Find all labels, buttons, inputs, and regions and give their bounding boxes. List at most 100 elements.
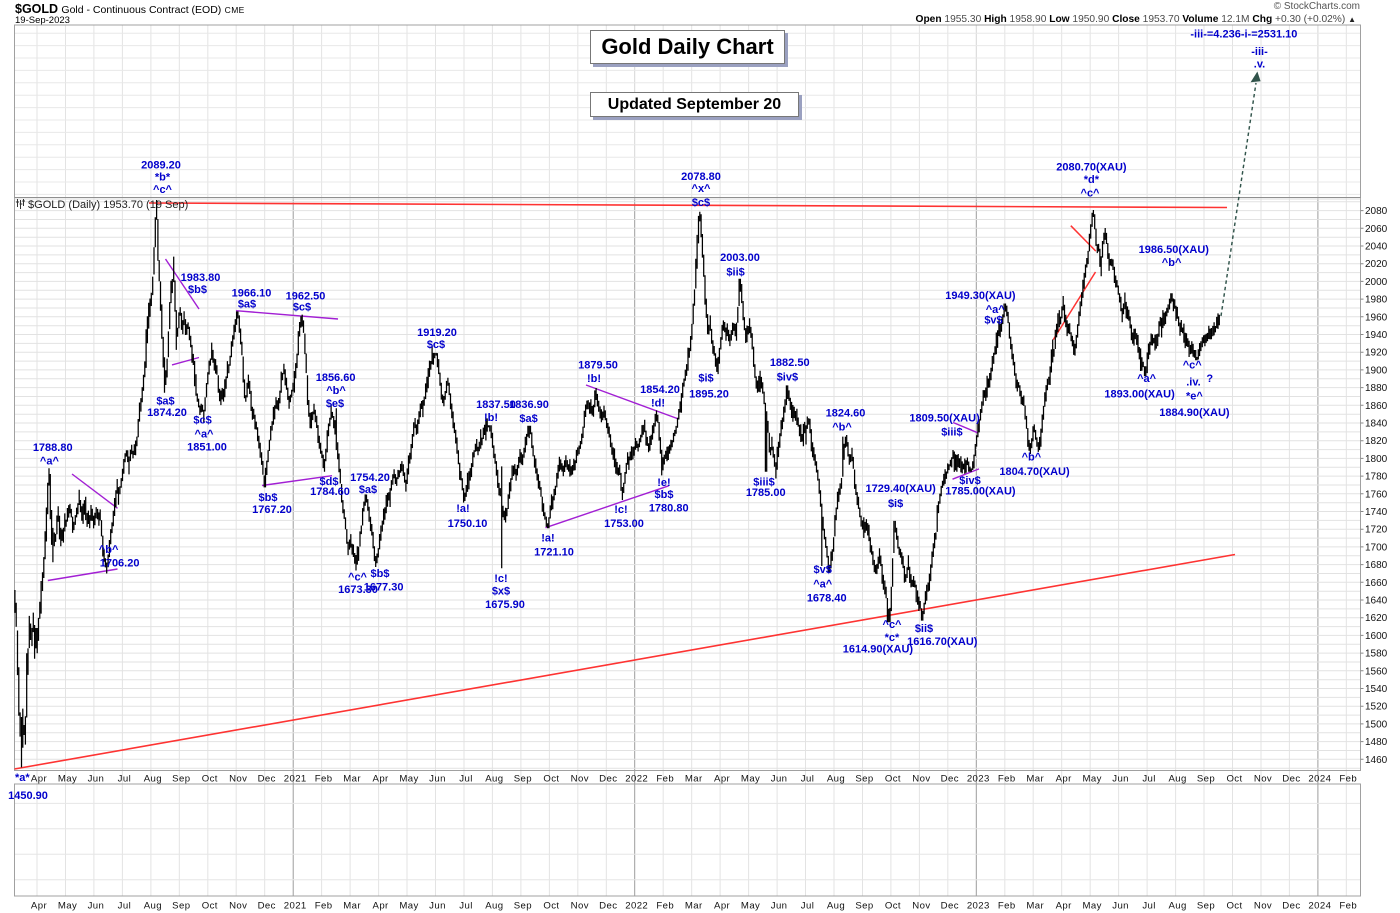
svg-text:1785.00: 1785.00	[746, 487, 786, 499]
svg-text:$b$: $b$	[655, 489, 674, 501]
svg-text:Mar: Mar	[1026, 774, 1044, 785]
svg-text:1620: 1620	[1365, 613, 1388, 624]
svg-text:2021: 2021	[284, 774, 307, 785]
svg-text:$a$: $a$	[156, 396, 174, 408]
svg-text:$c$: $c$	[427, 339, 445, 351]
svg-text:Aug: Aug	[485, 901, 503, 912]
svg-text:1767.20: 1767.20	[252, 504, 292, 516]
svg-text:May: May	[58, 774, 77, 785]
svg-text:Sep: Sep	[514, 774, 532, 785]
svg-text:$v$: $v$	[984, 315, 1002, 327]
svg-text:Sep: Sep	[514, 901, 532, 912]
svg-text:Aug: Aug	[1168, 901, 1186, 912]
svg-text:Feb: Feb	[656, 774, 674, 785]
svg-text:1880: 1880	[1365, 383, 1388, 394]
svg-text:Dec: Dec	[941, 901, 959, 912]
svg-text:Sep: Sep	[1197, 774, 1215, 785]
svg-text:1721.10: 1721.10	[534, 547, 574, 559]
svg-text:1520: 1520	[1365, 702, 1388, 713]
svg-text:Oct: Oct	[885, 901, 901, 912]
svg-text:Jun: Jun	[1112, 901, 1129, 912]
svg-text:Dec: Dec	[258, 774, 276, 785]
svg-text:Feb: Feb	[656, 901, 674, 912]
svg-text:Oct: Oct	[202, 774, 218, 785]
svg-text:1854.20: 1854.20	[640, 384, 680, 396]
svg-text:May: May	[399, 774, 418, 785]
svg-text:Nov: Nov	[571, 901, 589, 912]
svg-text:Oct: Oct	[1226, 774, 1242, 785]
svg-text:1962.50: 1962.50	[286, 291, 326, 303]
svg-text:Jul: Jul	[801, 901, 814, 912]
svg-text:1754.20: 1754.20	[350, 472, 390, 484]
svg-text:1460: 1460	[1365, 755, 1388, 766]
svg-text:!b!: !b!	[587, 373, 601, 385]
svg-text:1919.20: 1919.20	[417, 327, 457, 339]
svg-text:1677.30: 1677.30	[364, 582, 404, 594]
svg-text:1740: 1740	[1365, 507, 1388, 518]
svg-text:1600: 1600	[1365, 631, 1388, 642]
svg-text:$b$: $b$	[371, 568, 390, 580]
svg-text:Feb: Feb	[1339, 901, 1357, 912]
svg-text:2021: 2021	[284, 901, 307, 912]
svg-text:2060: 2060	[1365, 224, 1388, 235]
svg-text:!a!: !a!	[541, 533, 554, 545]
svg-text:Jul: Jul	[459, 901, 472, 912]
svg-text:!b!: !b!	[484, 412, 498, 424]
svg-text:$b$: $b$	[188, 284, 207, 296]
svg-text:1680: 1680	[1365, 560, 1388, 571]
svg-text:1840: 1840	[1365, 419, 1388, 430]
svg-text:$c$: $c$	[193, 415, 211, 427]
svg-text:Apr: Apr	[1056, 901, 1073, 912]
svg-text:!d!: !d!	[651, 398, 665, 410]
svg-text:1560: 1560	[1365, 666, 1388, 677]
svg-text:Feb: Feb	[315, 901, 333, 912]
svg-text:1837.50: 1837.50	[476, 399, 516, 411]
svg-text:2024: 2024	[1308, 774, 1331, 785]
svg-text:1824.60: 1824.60	[826, 407, 866, 419]
svg-text:1949.30(XAU): 1949.30(XAU)	[945, 290, 1016, 302]
svg-text:!c!: !c!	[494, 573, 507, 585]
svg-text:1920: 1920	[1365, 348, 1388, 359]
svg-text:Jun: Jun	[771, 774, 788, 785]
svg-text:1960: 1960	[1365, 312, 1388, 323]
svg-text:^b^: ^b^	[832, 422, 852, 434]
svg-text:1809.50(XAU): 1809.50(XAU)	[909, 412, 980, 424]
svg-text:^c^: ^c^	[1183, 360, 1203, 372]
svg-text:Aug: Aug	[144, 901, 162, 912]
svg-text:$b$: $b$	[259, 492, 278, 504]
svg-text:Dec: Dec	[258, 901, 276, 912]
svg-text:Sep: Sep	[855, 774, 873, 785]
svg-text:1879.50: 1879.50	[578, 360, 618, 372]
svg-text:Mar: Mar	[685, 901, 703, 912]
svg-text:^a^: ^a^	[986, 304, 1006, 316]
svg-text:$a$: $a$	[359, 484, 377, 496]
svg-text:1820: 1820	[1365, 436, 1388, 447]
svg-text:?: ?	[1206, 373, 1213, 385]
svg-text:1450.90: 1450.90	[8, 790, 48, 802]
svg-text:1660: 1660	[1365, 578, 1388, 589]
svg-text:Mar: Mar	[343, 901, 361, 912]
svg-text:1780: 1780	[1365, 472, 1388, 483]
svg-text:1640: 1640	[1365, 596, 1388, 607]
svg-text:1882.50: 1882.50	[770, 357, 810, 369]
svg-text:1580: 1580	[1365, 649, 1388, 660]
svg-text:Jul: Jul	[459, 774, 472, 785]
svg-text:Apr: Apr	[373, 901, 390, 912]
svg-text:Aug: Aug	[827, 901, 845, 912]
svg-text:^a^: ^a^	[813, 579, 833, 591]
svg-text:^a^: ^a^	[1137, 373, 1157, 385]
svg-text:2000: 2000	[1365, 277, 1388, 288]
svg-text:*a*: *a*	[15, 772, 30, 784]
svg-text:$iii$: $iii$	[753, 477, 774, 489]
svg-text:Jun: Jun	[88, 901, 105, 912]
svg-text:^c^: ^c^	[883, 619, 903, 631]
svg-text:^c^: ^c^	[1081, 187, 1101, 199]
svg-text:1540: 1540	[1365, 684, 1388, 695]
svg-text:May: May	[741, 774, 760, 785]
svg-text:$iv$: $iv$	[777, 371, 798, 383]
svg-text:2023: 2023	[967, 774, 990, 785]
svg-text:Jun: Jun	[771, 901, 788, 912]
svg-text:1480: 1480	[1365, 737, 1388, 748]
svg-text:^b^: ^b^	[99, 544, 119, 556]
svg-text:^b^: ^b^	[326, 385, 346, 397]
